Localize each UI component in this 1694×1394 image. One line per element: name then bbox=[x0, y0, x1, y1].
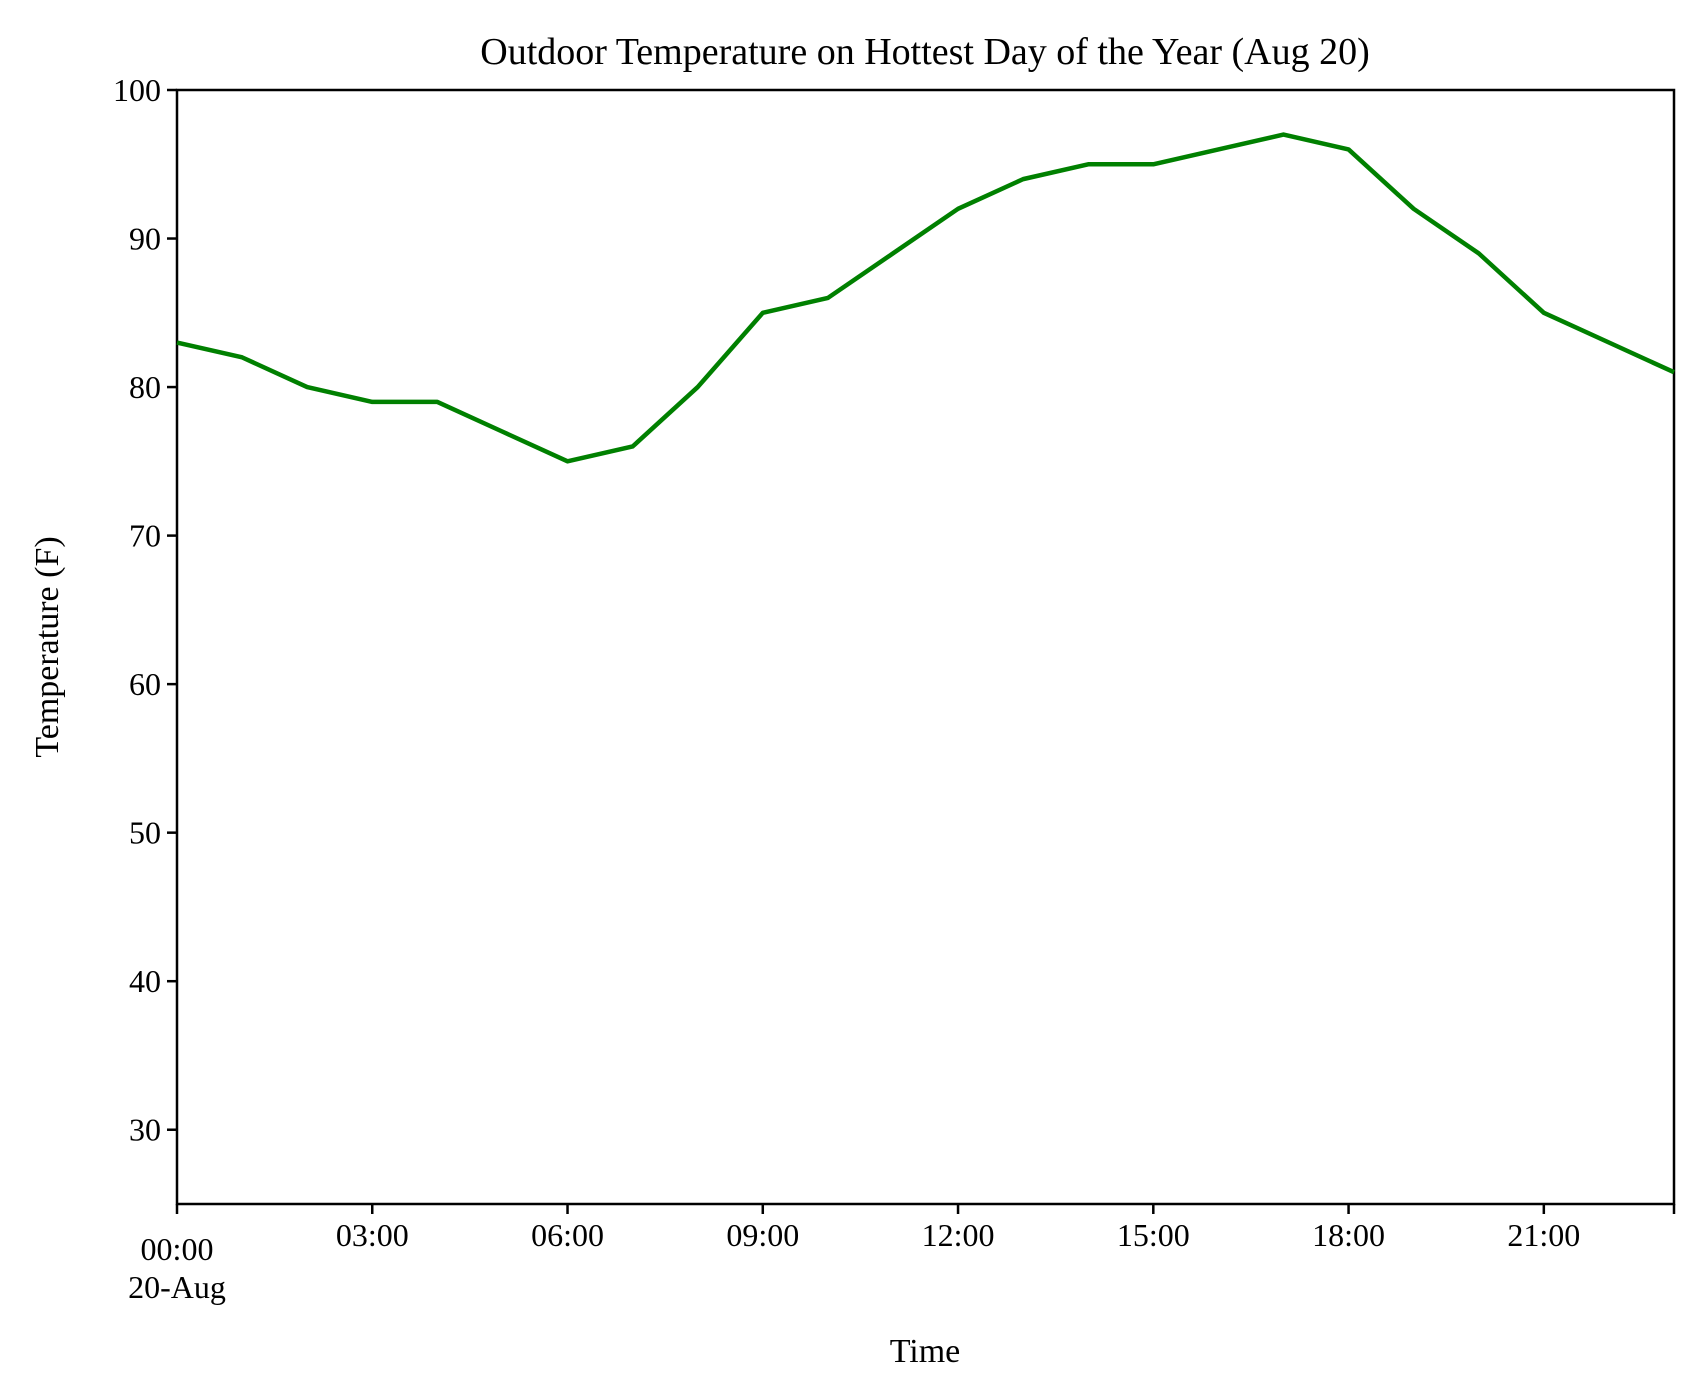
plot-area bbox=[175, 88, 1676, 1206]
x-tick-label: 09:00 bbox=[726, 1217, 799, 1253]
x-tick-label: 06:00 bbox=[531, 1217, 604, 1253]
y-axis: 30 40 50 60 70 80 90 100 bbox=[113, 72, 177, 1148]
y-tick-label: 90 bbox=[129, 221, 161, 257]
x-tick-label: 03:00 bbox=[336, 1217, 409, 1253]
y-tick-label: 30 bbox=[129, 1112, 161, 1148]
y-tick-label: 100 bbox=[113, 72, 161, 108]
y-tick-label: 70 bbox=[129, 518, 161, 554]
chart-title: Outdoor Temperature on Hottest Day of th… bbox=[480, 31, 1369, 73]
x-tick-label: 21:00 bbox=[1507, 1217, 1580, 1253]
y-axis-label: Temperature (F) bbox=[29, 536, 66, 757]
x-tick-sublabel: 20-Aug bbox=[128, 1269, 226, 1305]
x-axis-label: Time bbox=[890, 1333, 961, 1370]
x-tick-label: 15:00 bbox=[1117, 1217, 1190, 1253]
x-tick-label: 12:00 bbox=[922, 1217, 995, 1253]
x-tick-label: 18:00 bbox=[1312, 1217, 1385, 1253]
series-line-temperature bbox=[176, 132, 1675, 464]
x-tick-label: 00:00 bbox=[141, 1231, 214, 1267]
y-tick-label: 60 bbox=[129, 666, 161, 702]
y-tick-label: 80 bbox=[129, 369, 161, 405]
y-tick-label: 40 bbox=[129, 963, 161, 999]
y-tick-label: 50 bbox=[129, 815, 161, 851]
axes-frame bbox=[175, 88, 1676, 1206]
series-layer bbox=[176, 132, 1675, 464]
